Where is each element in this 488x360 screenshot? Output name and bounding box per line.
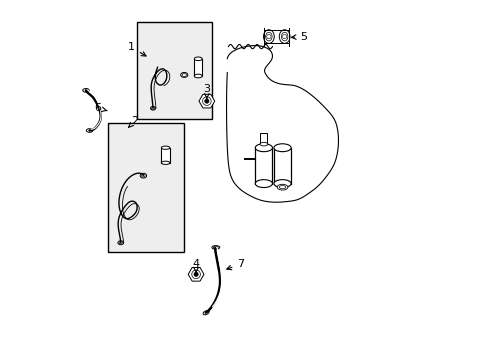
FancyBboxPatch shape	[137, 22, 212, 119]
Ellipse shape	[182, 73, 186, 76]
Circle shape	[282, 35, 286, 39]
Circle shape	[202, 97, 211, 105]
Ellipse shape	[118, 241, 123, 245]
Ellipse shape	[119, 242, 122, 244]
Ellipse shape	[82, 89, 89, 92]
Ellipse shape	[140, 174, 146, 178]
Ellipse shape	[161, 161, 169, 165]
Circle shape	[266, 35, 270, 39]
Ellipse shape	[277, 184, 287, 190]
Text: 1: 1	[128, 42, 146, 56]
Text: 2: 2	[128, 116, 139, 127]
Ellipse shape	[273, 144, 290, 152]
Circle shape	[204, 99, 208, 103]
Ellipse shape	[194, 74, 202, 78]
FancyBboxPatch shape	[108, 123, 183, 252]
Ellipse shape	[194, 57, 202, 60]
Ellipse shape	[279, 30, 289, 43]
Ellipse shape	[150, 107, 155, 110]
Ellipse shape	[211, 246, 219, 249]
Ellipse shape	[180, 72, 187, 77]
Ellipse shape	[203, 311, 209, 315]
Text: 4: 4	[192, 259, 199, 272]
Ellipse shape	[142, 175, 145, 177]
Ellipse shape	[279, 185, 285, 189]
Ellipse shape	[260, 142, 267, 146]
Ellipse shape	[213, 246, 218, 248]
Text: 6: 6	[95, 103, 107, 113]
FancyBboxPatch shape	[255, 148, 272, 184]
Ellipse shape	[255, 144, 272, 152]
Ellipse shape	[255, 180, 272, 188]
Ellipse shape	[281, 32, 287, 41]
Ellipse shape	[265, 32, 271, 41]
FancyBboxPatch shape	[273, 148, 290, 184]
Text: 7: 7	[226, 259, 244, 270]
Ellipse shape	[273, 180, 290, 188]
FancyBboxPatch shape	[161, 148, 169, 163]
Ellipse shape	[151, 107, 154, 109]
Text: 5: 5	[291, 32, 306, 41]
FancyBboxPatch shape	[194, 59, 202, 76]
Circle shape	[191, 270, 200, 279]
FancyBboxPatch shape	[259, 134, 267, 144]
Ellipse shape	[86, 129, 93, 132]
Text: 3: 3	[203, 84, 210, 99]
Ellipse shape	[263, 30, 274, 43]
Circle shape	[194, 272, 198, 276]
Ellipse shape	[161, 146, 169, 149]
